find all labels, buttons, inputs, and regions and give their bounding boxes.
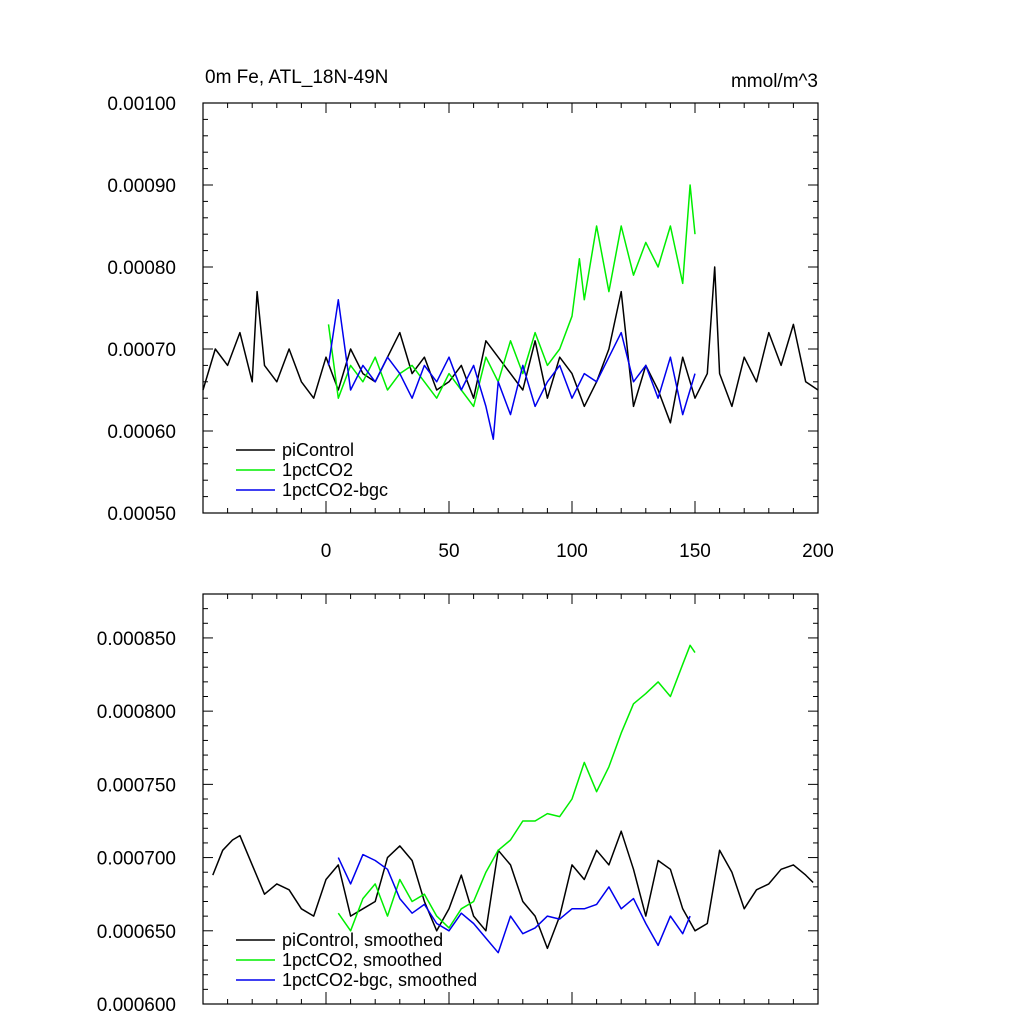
top-xtick-label: 150 <box>679 541 711 562</box>
bottom-ytick-label: 0.000800 <box>97 702 176 723</box>
top-ytick-label: 0.00100 <box>107 94 176 115</box>
bottom-ytick-label: 0.000600 <box>97 995 176 1016</box>
top-series-1pctco2-bgc <box>327 299 696 440</box>
bottom-ytick-label: 0.000850 <box>97 629 176 650</box>
top-ytick-label: 0.00060 <box>107 422 176 443</box>
bottom-series-picontrol-smoothed <box>212 830 814 950</box>
top-legend-label: 1pctCO2-bgc <box>282 480 388 500</box>
top-legend-label: 1pctCO2 <box>282 460 353 480</box>
bottom-legend-label: piControl, smoothed <box>282 930 443 950</box>
top-ytick-label: 0.00070 <box>107 340 176 361</box>
top-legend-label: piControl <box>282 440 354 460</box>
bottom-series-1pctco2-bgc-smoothed <box>337 853 691 954</box>
bottom-series-1pctco2-smoothed <box>337 644 696 932</box>
top-ytick-label: 0.00050 <box>107 504 176 525</box>
bottom-ytick-label: 0.000650 <box>97 922 176 943</box>
top-xtick-label: 200 <box>802 541 834 562</box>
bottom-ytick-label: 0.000700 <box>97 849 176 870</box>
top-chart-units: mmol/m^3 <box>731 71 818 92</box>
top-series-1pctco2 <box>327 184 696 408</box>
top-series-picontrol <box>202 266 819 424</box>
top-plot-frame <box>202 102 819 514</box>
top-xtick-label: 0 <box>321 541 332 562</box>
top-ytick-label: 0.00080 <box>107 258 176 279</box>
bottom-panel: 0.000600 0.000650 0.000700 0.000750 0.000800… <box>97 593 819 1016</box>
top-ytick-label: 0.00090 <box>107 176 176 197</box>
top-panel: 0m Fe, ATL_18N-49N mmol/m^3 0.00050 0.000… <box>107 67 834 562</box>
top-chart-title: 0m Fe, ATL_18N-49N <box>205 67 388 88</box>
bottom-legend-label: 1pctCO2-bgc, smoothed <box>282 970 477 990</box>
bottom-ytick-label: 0.000750 <box>97 775 176 796</box>
bottom-legend-label: 1pctCO2, smoothed <box>282 950 442 970</box>
top-xtick-label: 100 <box>556 541 588 562</box>
top-xtick-label: 50 <box>438 541 459 562</box>
